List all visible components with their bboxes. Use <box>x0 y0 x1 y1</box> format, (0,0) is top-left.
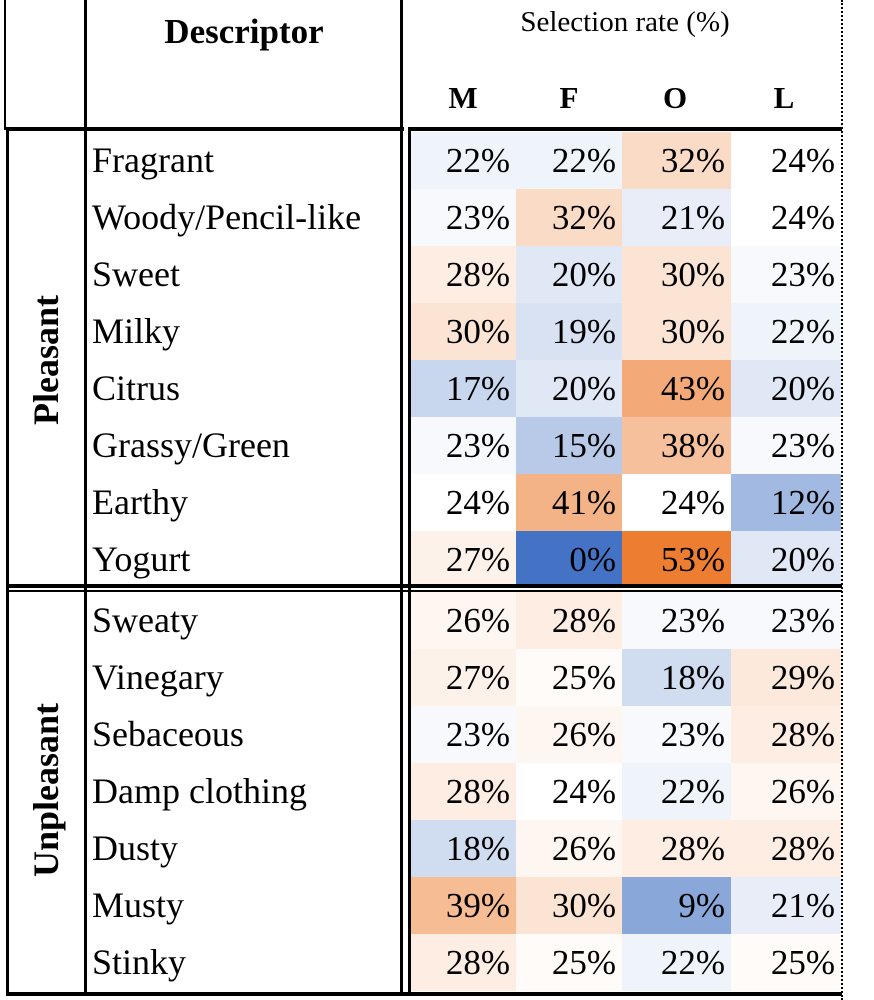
heatmap-cell-sebaceous-m: 23% <box>410 706 516 763</box>
heatmap-cell-stinky-m: 28% <box>410 934 516 991</box>
heatmap-cell-sebaceous-l: 28% <box>731 706 841 763</box>
descriptor-header: Descriptor <box>164 12 324 51</box>
descriptor-damp-clothing: Damp clothing <box>92 771 307 811</box>
heatmap-cell-citrus-m: 17% <box>410 360 516 417</box>
heatmap-cell-earthy-l: 12% <box>731 474 841 531</box>
heatmap-cell-sweaty-m: 26% <box>410 592 516 649</box>
heatmap-cell-yogurt-o: 53% <box>622 531 731 588</box>
descriptor-fragrant: Fragrant <box>92 140 214 180</box>
rule-left-body <box>6 130 9 996</box>
descriptor-grassy-green: Grassy/Green <box>92 425 290 465</box>
heatmap-cell-vinegary-f: 25% <box>516 649 622 706</box>
heatmap-cell-milky-m: 30% <box>410 303 516 360</box>
descriptor-dusty: Dusty <box>92 828 179 868</box>
heatmap-cell-damp-clothing-f: 24% <box>516 763 622 820</box>
heatmap-cell-damp-clothing-o: 22% <box>622 763 731 820</box>
heatmap-cell-stinky-o: 22% <box>622 934 731 991</box>
heatmap-cell-grassy-green-o: 38% <box>622 417 731 474</box>
heatmap-cell-damp-clothing-m: 28% <box>410 763 516 820</box>
heatmap-cell-woody-pencil-like-m: 23% <box>410 189 516 246</box>
category-label-unpleasant: Unpleasant <box>26 702 66 878</box>
heatmap-cell-musty-l: 21% <box>731 877 841 934</box>
heatmap-cell-sweet-l: 23% <box>731 246 841 303</box>
heatmap-cell-woody-pencil-like-o: 21% <box>622 189 731 246</box>
descriptor-citrus: Citrus <box>92 368 181 408</box>
heatmap-cell-earthy-o: 24% <box>622 474 731 531</box>
heatmap-cell-yogurt-l: 20% <box>731 531 841 588</box>
heatmap-cell-sweet-f: 20% <box>516 246 622 303</box>
column-header-m: M <box>448 80 478 115</box>
heatmap-cell-earthy-m: 24% <box>410 474 516 531</box>
heatmap-cell-grassy-green-l: 23% <box>731 417 841 474</box>
heatmap-cell-dusty-l: 28% <box>731 820 841 877</box>
heatmap-cell-woody-pencil-like-l: 24% <box>731 189 841 246</box>
heatmap-cell-woody-pencil-like-f: 32% <box>516 189 622 246</box>
heatmap-cell-fragrant-o: 32% <box>622 132 731 189</box>
heatmap-cell-citrus-o: 43% <box>622 360 731 417</box>
descriptor-sweaty: Sweaty <box>92 600 198 640</box>
descriptor-stinky: Stinky <box>92 942 187 982</box>
heatmap-cell-sebaceous-o: 23% <box>622 706 731 763</box>
heatmap-cell-yogurt-m: 27% <box>410 531 516 588</box>
heatmap-cell-stinky-l: 25% <box>731 934 841 991</box>
heatmap-cell-milky-o: 30% <box>622 303 731 360</box>
descriptor-sebaceous: Sebaceous <box>92 714 244 754</box>
heatmap-cell-dusty-f: 26% <box>516 820 622 877</box>
rule-header-bottom <box>6 127 404 131</box>
descriptor-sweet: Sweet <box>92 254 180 294</box>
rule-bottom <box>6 992 842 996</box>
heatmap-cell-milky-l: 22% <box>731 303 841 360</box>
heatmap-cell-fragrant-l: 24% <box>731 132 841 189</box>
rule-group-split-b <box>6 590 842 592</box>
heatmap-cell-musty-f: 30% <box>516 877 622 934</box>
heatmap-cell-dusty-o: 28% <box>622 820 731 877</box>
column-header-l: L <box>773 80 795 115</box>
dotted-border <box>841 0 843 1000</box>
heatmap-cell-sweaty-l: 23% <box>731 592 841 649</box>
rule-value-col-left <box>400 0 403 996</box>
descriptor-musty: Musty <box>92 885 185 925</box>
heatmap-cell-stinky-f: 25% <box>516 934 622 991</box>
heatmap-cell-vinegary-m: 27% <box>410 649 516 706</box>
column-header-f: F <box>559 80 579 115</box>
rule-value-col-inner <box>408 130 411 996</box>
descriptor-earthy: Earthy <box>92 482 188 522</box>
rule-left-header <box>4 0 6 130</box>
rule-group-split-a <box>6 584 842 588</box>
heatmap-cell-sebaceous-f: 26% <box>516 706 622 763</box>
heatmap-cell-citrus-l: 20% <box>731 360 841 417</box>
heatmap-cell-fragrant-f: 22% <box>516 132 622 189</box>
rule-header-bottom-right <box>408 127 842 131</box>
descriptor-yogurt: Yogurt <box>92 539 191 579</box>
category-label-pleasant: Pleasant <box>26 295 66 425</box>
rule-descriptor-col <box>84 0 87 996</box>
heatmap-cell-musty-o: 9% <box>622 877 731 934</box>
heatmap-cell-sweaty-o: 23% <box>622 592 731 649</box>
column-header-o: O <box>662 80 688 115</box>
heatmap-cell-musty-m: 39% <box>410 877 516 934</box>
heatmap-cell-dusty-m: 18% <box>410 820 516 877</box>
heatmap-cell-earthy-f: 41% <box>516 474 622 531</box>
heatmap-cell-sweet-m: 28% <box>410 246 516 303</box>
heatmap-cell-grassy-green-m: 23% <box>410 417 516 474</box>
heatmap-cell-sweet-o: 30% <box>622 246 731 303</box>
descriptor-milky: Milky <box>92 311 181 351</box>
heatmap-cell-yogurt-f: 0% <box>516 531 622 588</box>
selection-rate-header: Selection rate (%) <box>520 6 730 38</box>
descriptor-woody-pencil-like: Woody/Pencil-like <box>92 197 362 237</box>
descriptor-vinegary: Vinegary <box>92 657 224 697</box>
heatmap-cell-damp-clothing-l: 26% <box>731 763 841 820</box>
heatmap-cell-grassy-green-f: 15% <box>516 417 622 474</box>
heatmap-cell-sweaty-f: 28% <box>516 592 622 649</box>
heatmap-cell-milky-f: 19% <box>516 303 622 360</box>
heatmap-cell-fragrant-m: 22% <box>410 132 516 189</box>
heatmap-cell-citrus-f: 20% <box>516 360 622 417</box>
heatmap-cell-vinegary-o: 18% <box>622 649 731 706</box>
heatmap-cell-vinegary-l: 29% <box>731 649 841 706</box>
